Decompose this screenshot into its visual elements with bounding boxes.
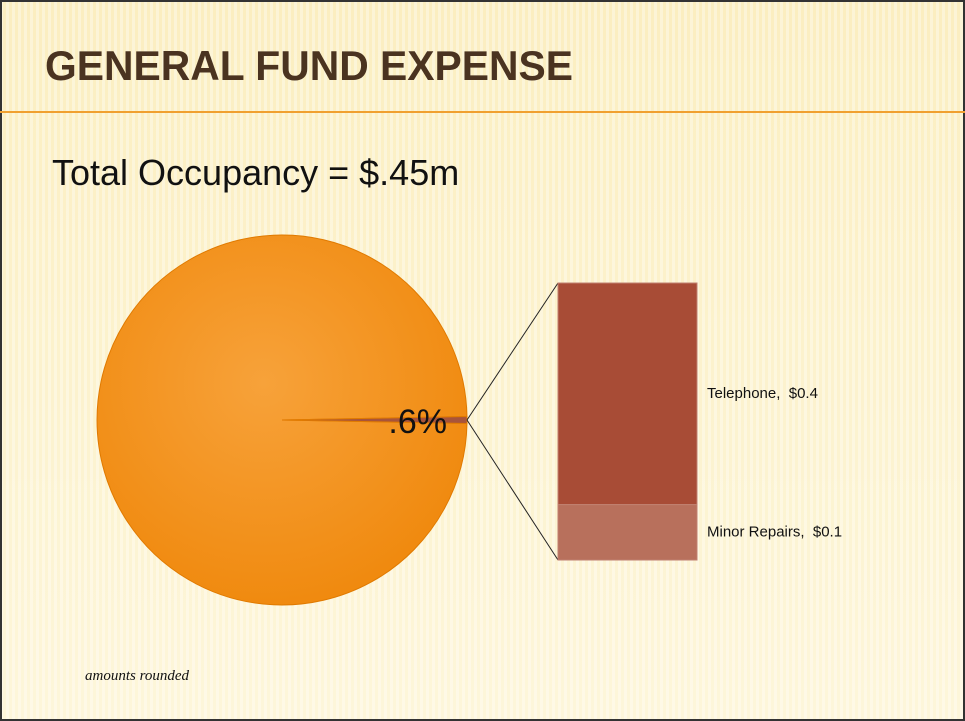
bar-segment: [557, 282, 698, 506]
data-label: Telephone, $0.4: [707, 385, 818, 402]
connector: [466, 419, 559, 561]
subtitle: Total Occupancy = $.45m: [52, 152, 459, 193]
title: GENERAL FUND EXPENSE: [45, 42, 573, 89]
connector: [466, 282, 559, 421]
pie-slice: [281, 416, 468, 424]
chart: .6% Telephone, $0.4 Minor Repairs, $0.1: [96, 234, 842, 606]
bar-segment: [557, 504, 698, 561]
footnote: amounts rounded: [85, 668, 190, 684]
data-label: Minor Repairs, $0.1: [707, 523, 842, 540]
pie-slice: [96, 234, 468, 606]
slice-label: .6%: [388, 403, 447, 441]
